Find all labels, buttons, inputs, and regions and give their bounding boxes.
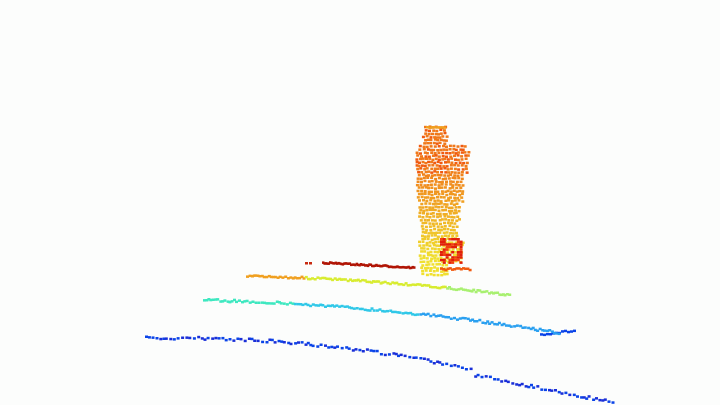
ring-far	[246, 274, 512, 297]
ring-farthest	[305, 261, 416, 270]
standing-figure-points	[415, 125, 472, 277]
ring-mid	[203, 298, 561, 336]
ground-rings	[145, 261, 615, 404]
ring-near	[145, 329, 615, 404]
